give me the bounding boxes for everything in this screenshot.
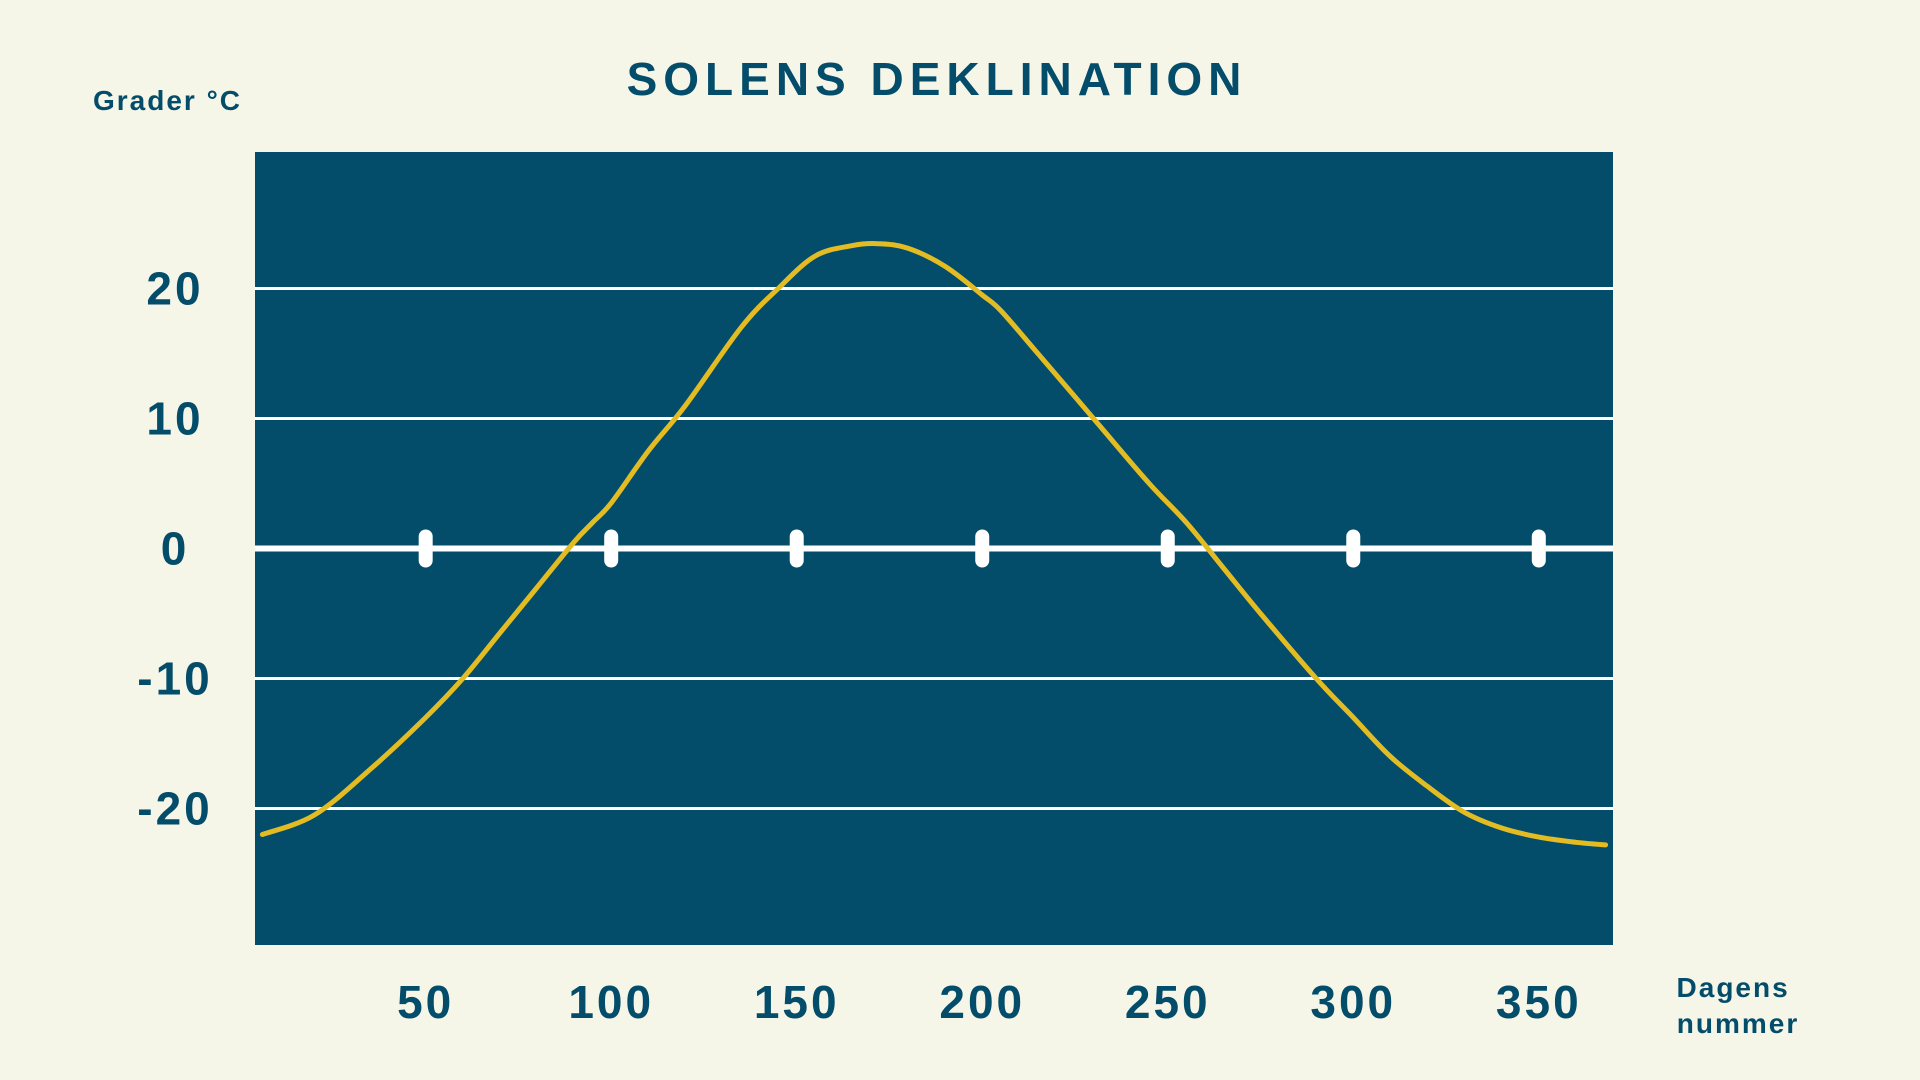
grid-lines <box>255 287 1613 810</box>
y-tick-label: 10 <box>146 393 203 445</box>
x-tick-label: 300 <box>1310 976 1396 1028</box>
declination-series-line <box>259 240 1609 848</box>
zero-line-markers <box>418 529 1546 568</box>
y-tick-label: -20 <box>137 783 212 835</box>
x-tick-labels: 50 100 150 200 250 300 350 <box>397 976 1582 1028</box>
y-tick-label: -10 <box>137 653 212 705</box>
series-layer <box>259 240 1609 848</box>
x-tick-label: 100 <box>568 976 654 1028</box>
x-tick-label: 50 <box>397 976 454 1028</box>
x-tick-label: 200 <box>939 976 1025 1028</box>
x-axis-label-line-1: Dagens <box>1677 972 1790 1003</box>
y-tick-labels: 20 10 0 -10 -20 <box>137 263 212 835</box>
chart-title: SOLENS DEKLINATION <box>627 53 1248 105</box>
y-axis-label: Grader °C <box>93 85 242 116</box>
x-tick-label: 250 <box>1125 976 1211 1028</box>
x-tick-label: 350 <box>1496 976 1582 1028</box>
x-axis-label: Dagens nummer <box>1677 972 1800 1039</box>
x-axis-label-line-2: nummer <box>1677 1008 1799 1039</box>
x-tick-label: 150 <box>754 976 840 1028</box>
y-tick-label: 0 <box>161 523 190 575</box>
y-tick-label: 20 <box>146 263 203 315</box>
